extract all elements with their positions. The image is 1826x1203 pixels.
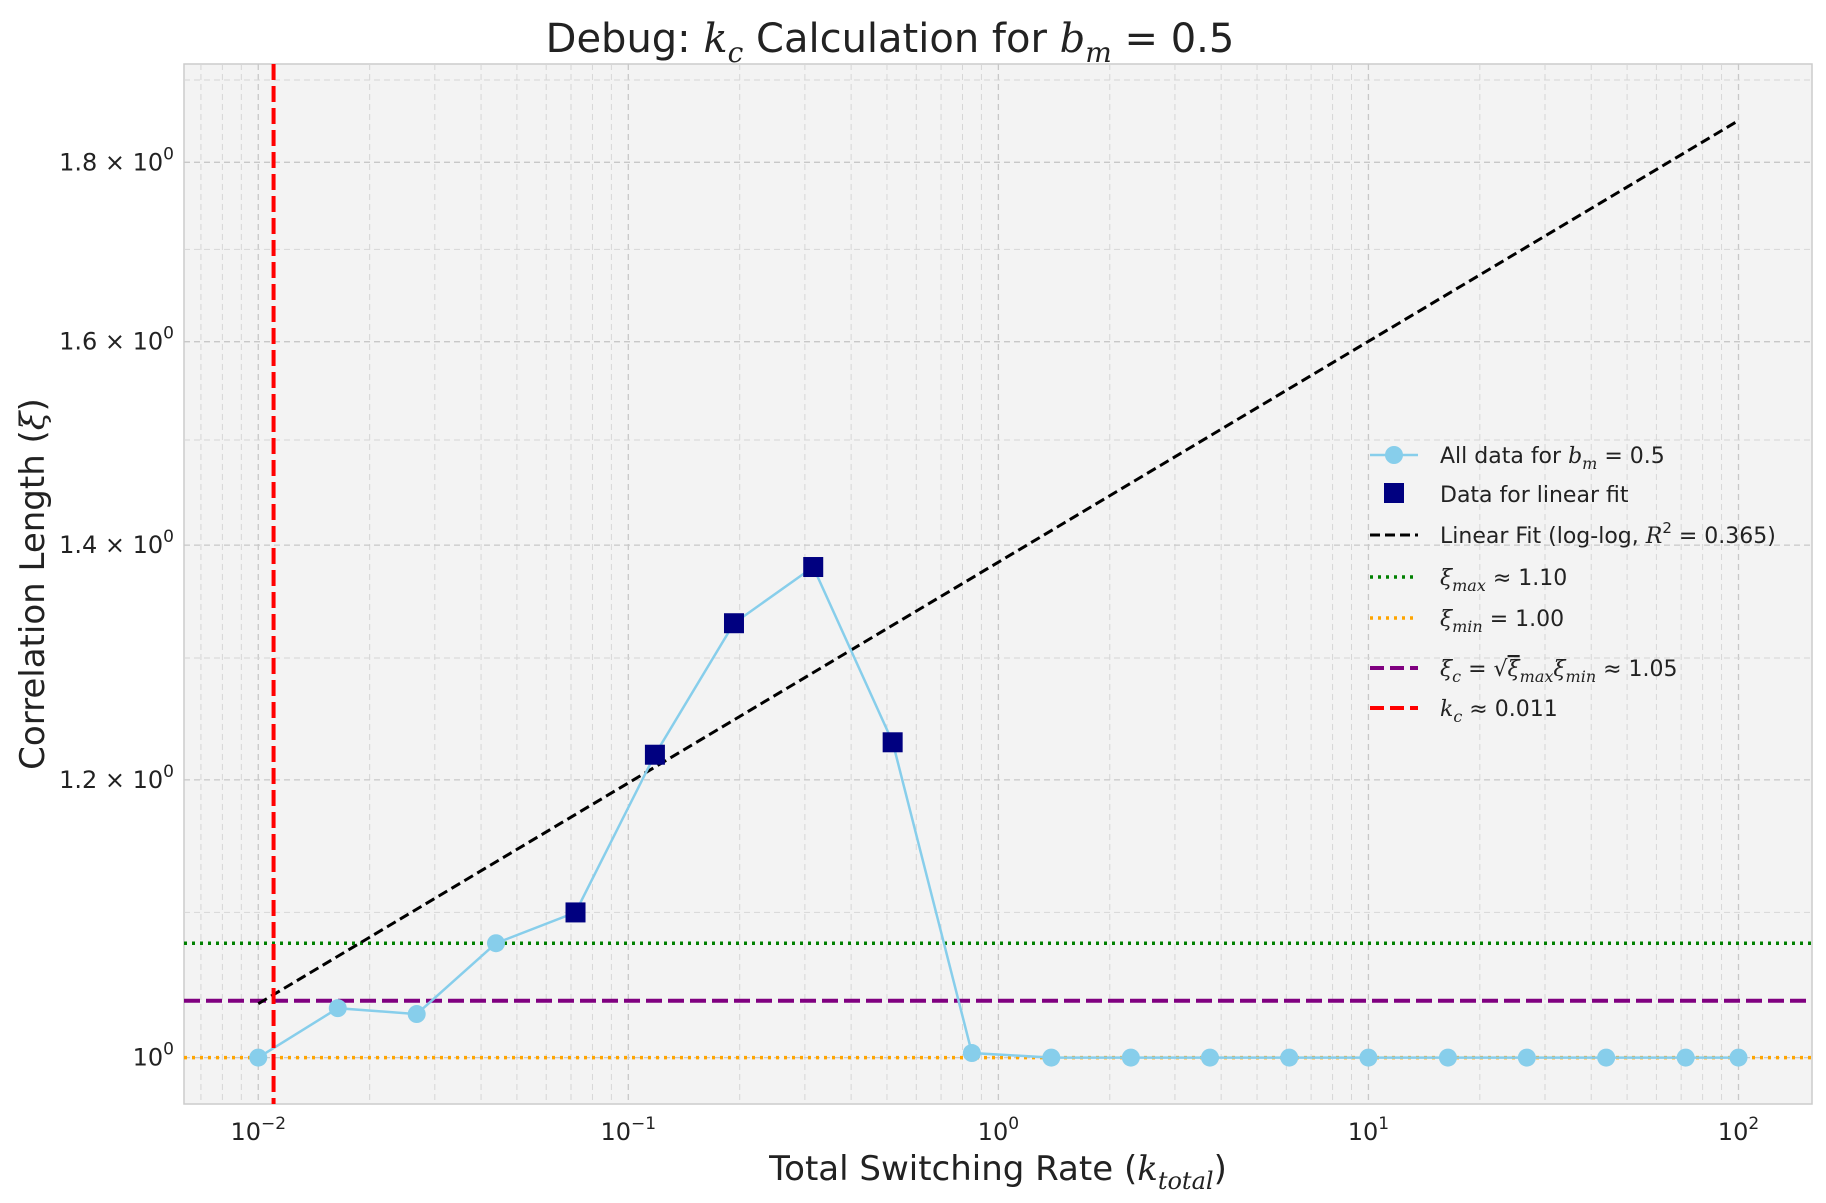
all-data-point [1438, 1048, 1457, 1067]
svg-text:Linear Fit (log-log, R2 = 0.36: Linear Fit (log-log, R2 = 0.365) [1440, 519, 1776, 549]
svg-text:ξmax ≈ 1.10: ξmax ≈ 1.10 [1440, 566, 1567, 595]
y-tick-label: 1.6 × 100 [59, 324, 174, 356]
chart-title: Debug: kc Calculation for bm = 0.5 [546, 16, 1235, 69]
all-data-point [1200, 1048, 1219, 1067]
fit-data-point [644, 744, 665, 765]
legend-entry-xi-max: ξmax ≈ 1.10 [1370, 566, 1567, 595]
svg-text:ξmin = 1.00: ξmin = 1.00 [1440, 607, 1564, 636]
x-tick-label: 100 [978, 1114, 1019, 1146]
y-tick-label: 1.8 × 100 [59, 144, 174, 176]
x-tick-label: 10−1 [601, 1114, 657, 1146]
fit-data-point [803, 557, 824, 578]
linear-fit-line [257, 119, 1740, 1006]
all-data-point [407, 1005, 426, 1024]
axis-ticks: 10−2 10−1 100 101 102 100 1.2 × 100 1.4 × 100 1.… [59, 144, 1759, 1146]
legend-entry-xi-min: ξmin = 1.00 [1370, 607, 1564, 636]
all-data-line [257, 565, 1739, 1059]
legend: All data for bm = 0.5 Data for linear fi… [1370, 444, 1776, 726]
all-data-point [249, 1048, 268, 1067]
x-axis-label: Total Switching Rate (ktotal) [768, 1149, 1227, 1195]
legend-entry-all-data: All data for bm = 0.5 [1370, 444, 1665, 473]
fit-data-point [882, 732, 903, 753]
all-data-point [1280, 1048, 1299, 1067]
legend-entry-xi-c: ξc = √ξmaxξmin ≈ 1.05 [1370, 657, 1678, 686]
all-data-point [1042, 1048, 1061, 1067]
all-data-point [1729, 1048, 1748, 1067]
all-data-point [1121, 1048, 1140, 1067]
all-data-point [487, 934, 506, 953]
fit-data-point [565, 902, 586, 923]
x-tick-label: 102 [1718, 1114, 1759, 1146]
y-tick-label: 100 [133, 1040, 174, 1072]
all-data-point [962, 1044, 981, 1063]
all-data-point [328, 999, 347, 1018]
plot-series [184, 64, 1812, 1104]
svg-text:ξc = √ξmaxξmin ≈ 1.05: ξc = √ξmaxξmin ≈ 1.05 [1440, 657, 1678, 686]
x-tick-label: 10−2 [230, 1114, 286, 1146]
all-data-point [1597, 1048, 1616, 1067]
svg-text:All data for bm = 0.5: All data for bm = 0.5 [1440, 444, 1665, 473]
all-data-point [1359, 1048, 1378, 1067]
legend-entry-linear-fit: Linear Fit (log-log, R2 = 0.365) [1370, 519, 1776, 549]
y-tick-label: 1.2 × 100 [59, 762, 174, 794]
svg-text:Data for linear fit: Data for linear fit [1440, 483, 1629, 508]
y-tick-label: 1.4 × 100 [59, 527, 174, 559]
all-data-point [1517, 1048, 1536, 1067]
x-tick-label: 101 [1348, 1114, 1389, 1146]
legend-entry-k-c: kc ≈ 0.011 [1370, 697, 1558, 726]
all-data-point [1676, 1048, 1695, 1067]
fit-data-point [723, 613, 744, 634]
svg-text:kc ≈ 0.011: kc ≈ 0.011 [1440, 697, 1558, 726]
y-axis-label: Correlation Length (ξ) [13, 398, 53, 770]
legend-entry-fit-data: Data for linear fit [1384, 483, 1629, 508]
